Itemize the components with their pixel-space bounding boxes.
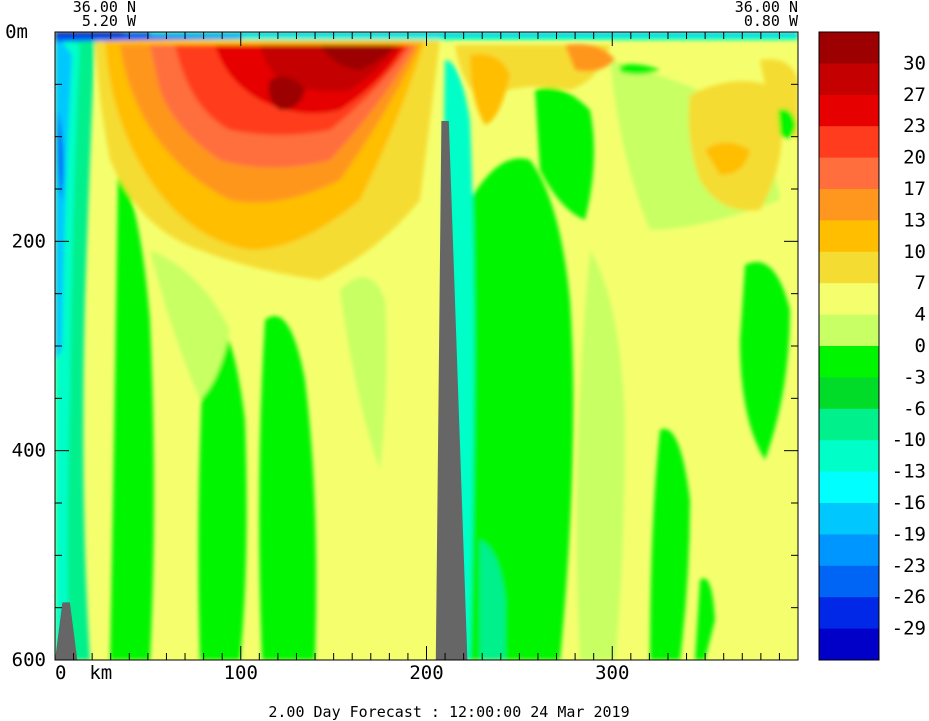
y-tick-label: 600 (12, 649, 46, 671)
colorbar-label: -16 (892, 492, 926, 514)
y-tick-label: 200 (12, 230, 46, 252)
colorbar-swatch (819, 94, 879, 127)
colorbar-swatch (819, 314, 879, 347)
colorbar-label: -23 (892, 555, 926, 577)
y-tick-label: 0m (5, 21, 28, 43)
terrain-layer (55, 121, 468, 660)
colorbar-swatch (819, 251, 879, 284)
colorbar-swatch (819, 503, 879, 535)
colorbar-swatch (819, 565, 879, 598)
colorbar-swatch (819, 597, 879, 630)
colorbar-label: 27 (903, 84, 926, 106)
colorbar-label: 17 (903, 178, 926, 200)
colorbar-swatch (819, 534, 879, 567)
colorbar-label: 20 (903, 147, 926, 169)
corner-left-lat: 36.00 N (73, 0, 136, 16)
colorbar-label: 13 (903, 209, 926, 231)
colorbar-swatch (819, 471, 879, 504)
contour-field (55, 32, 798, 660)
colorbar: 30 27 23 20 17 13 10 7 4 0 -3 -6 -10 -13 -16 -19 -23 -26 -… (818, 31, 926, 661)
corner-right-lat: 36.00 N (735, 0, 798, 16)
colorbar-swatch (819, 377, 879, 410)
corner-left-lon: 5.20 W (82, 12, 137, 30)
x-tick-label: 100 (224, 662, 258, 684)
colorbar-label: 10 (903, 241, 926, 263)
colorbar-label: -6 (903, 398, 926, 420)
colorbar-swatch (819, 32, 879, 64)
colorbar-swatch (819, 220, 879, 253)
colorbar-label: -3 (903, 366, 926, 388)
colorbar-label: -19 (892, 523, 926, 545)
x-tick-label: 0 km (55, 662, 112, 684)
axes-layer: 0 km 100 200 300 0m 200 400 600 (5, 21, 798, 684)
colorbar-label: 23 (903, 115, 926, 137)
colorbar-frame (818, 31, 880, 661)
colorbar-swatch (819, 189, 879, 221)
terrain-slope (55, 602, 78, 660)
y-tick-label: 400 (12, 440, 46, 462)
colorbar-swatch (819, 346, 879, 378)
corner-right-lon: 0.80 W (744, 12, 799, 30)
colorbar-swatch (819, 440, 879, 473)
colorbar-label: -29 (892, 618, 926, 640)
x-tick-label: 300 (595, 662, 629, 684)
colorbar-swatch (819, 283, 879, 316)
colorbar-swatch (819, 126, 879, 159)
terrain-seamount (435, 121, 468, 660)
colorbar-swatch (819, 408, 879, 441)
colorbar-label: -13 (892, 461, 926, 483)
colorbar-label: 30 (903, 52, 926, 74)
colorbar-label: 7 (915, 272, 926, 294)
colorbar-swatch (819, 157, 879, 190)
colorbar-label: 0 (915, 335, 926, 357)
colorbar-label: -10 (892, 429, 926, 451)
x-tick-label: 200 (409, 662, 443, 684)
colorbar-label: 4 (915, 304, 926, 326)
colorbar-swatch (819, 63, 879, 96)
colorbar-label: -26 (892, 586, 926, 608)
colorbar-swatch (819, 628, 879, 661)
forecast-title: 2.00 Day Forecast : 12:00:00 24 Mar 2019 (268, 703, 629, 721)
